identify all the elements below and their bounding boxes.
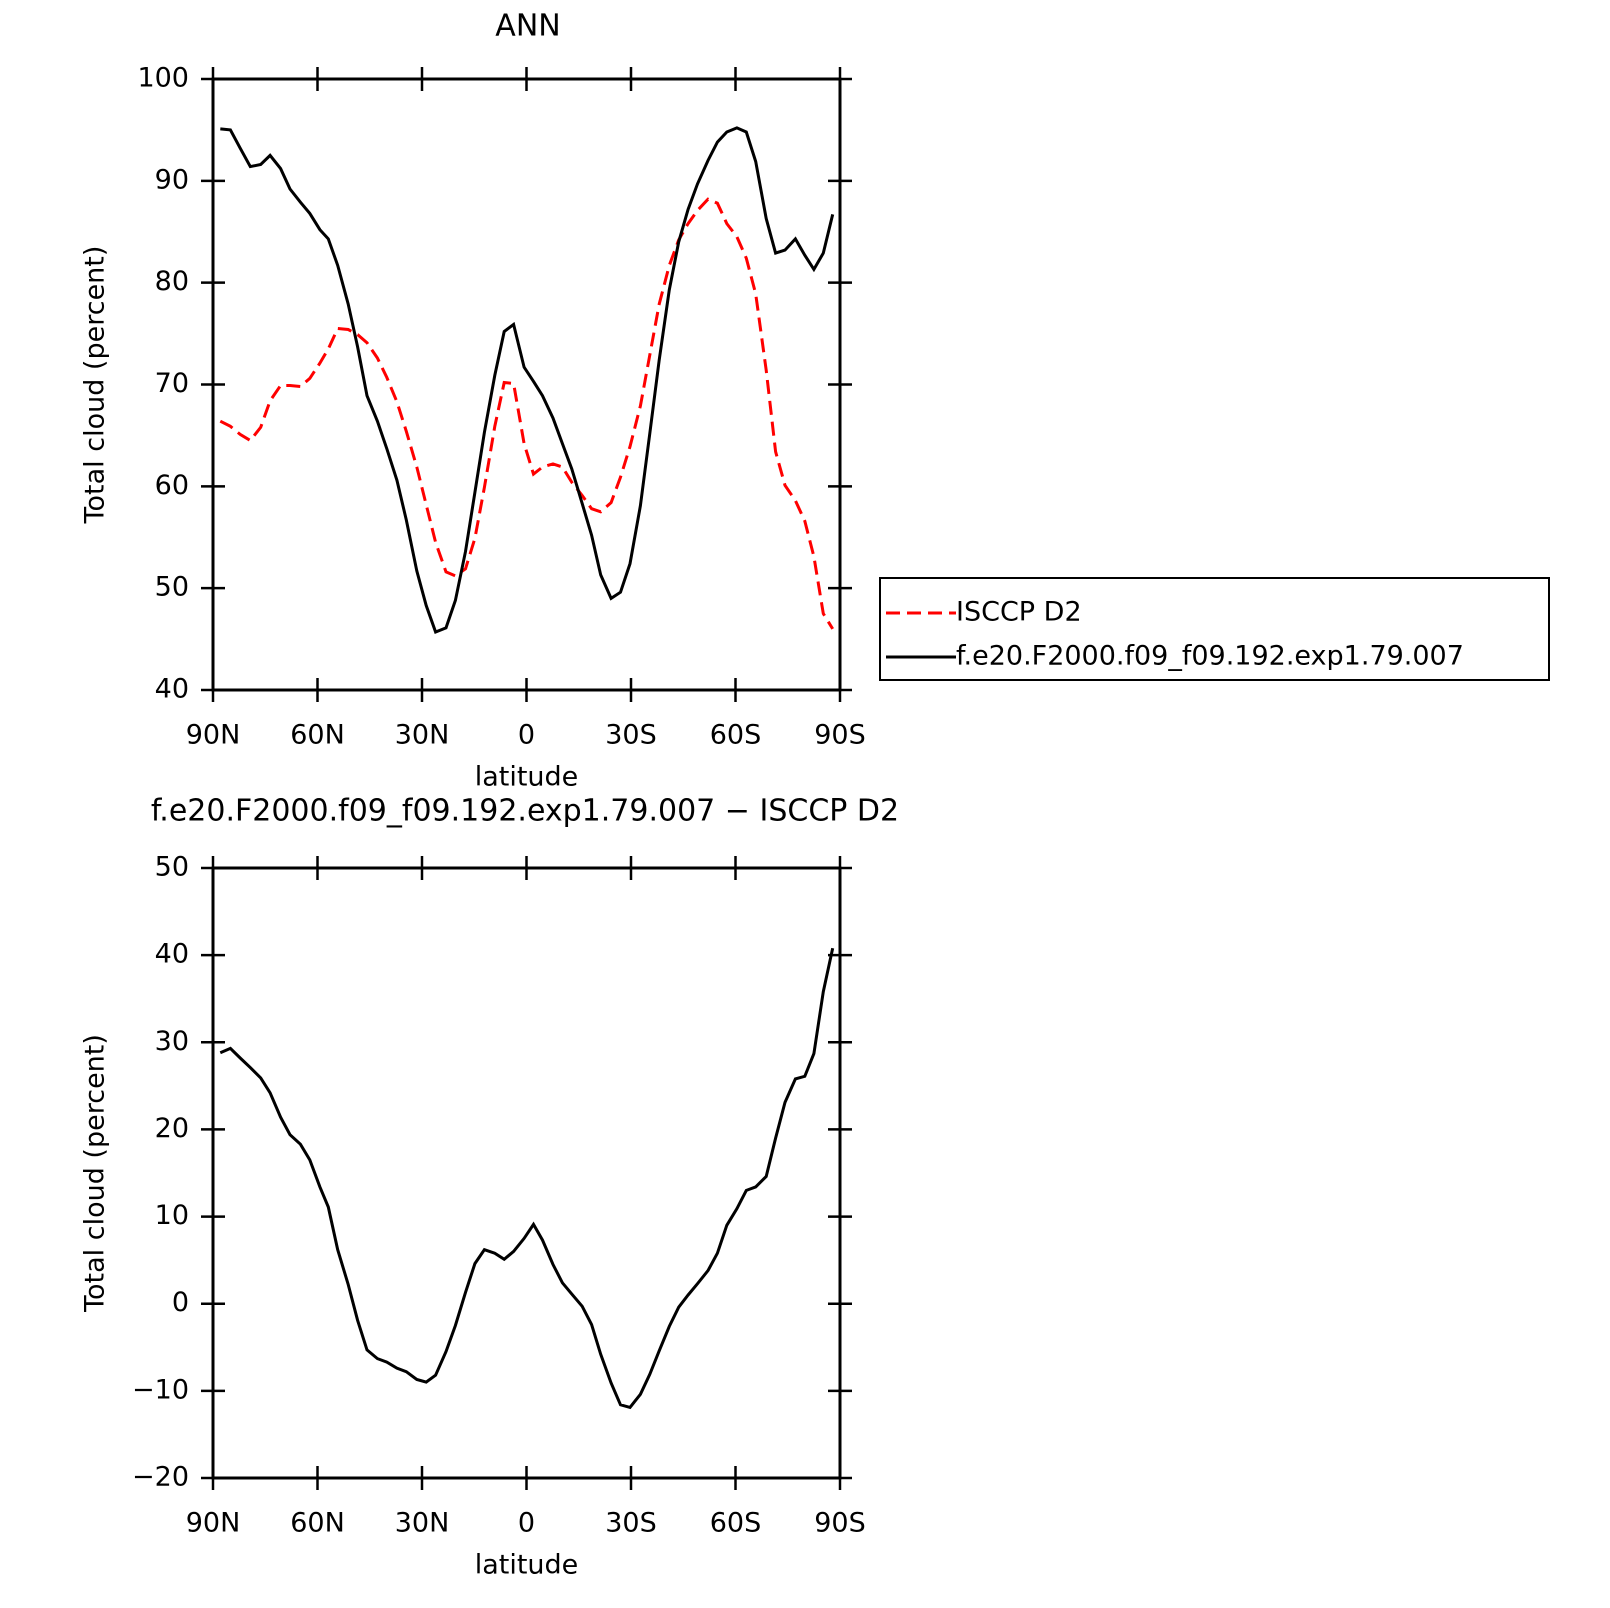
y-tick-label: 70 [155, 368, 189, 399]
x-tick-label: 60S [710, 1508, 762, 1539]
x-tick-label: 90N [186, 1508, 241, 1539]
x-tick-label: 30N [395, 1508, 450, 1539]
chart-title: ANN [495, 9, 560, 44]
plot-frame [211, 866, 842, 1480]
data-line [220, 126, 835, 634]
x-tick-label: 90S [814, 720, 866, 751]
data-line [219, 197, 834, 630]
y-tick-label: 40 [155, 674, 189, 705]
x-tick-label: 60N [290, 720, 345, 751]
legend-label: ISCCP D2 [956, 597, 1082, 628]
y-tick-label: 20 [155, 1113, 189, 1144]
y-tick-label: 50 [155, 572, 189, 603]
x-tick-label: 0 [518, 720, 535, 751]
x-tick-label: 60S [710, 720, 762, 751]
y-axis-label: Total cloud (percent) [80, 1034, 111, 1313]
y-tick-label: 10 [155, 1200, 189, 1231]
y-tick-label: 90 [155, 164, 189, 195]
y-tick-label: 50 [155, 852, 189, 883]
y-tick-label: 60 [155, 470, 189, 501]
y-tick-label: 30 [155, 1026, 189, 1057]
y-tick-label: 80 [155, 266, 189, 297]
x-tick-label: 30S [605, 1508, 657, 1539]
y-tick-label: −10 [132, 1374, 189, 1405]
x-tick-label: 30S [605, 720, 657, 751]
y-tick-label: −20 [132, 1462, 189, 1493]
x-tick-label: 90N [186, 720, 241, 751]
y-tick-label: 100 [137, 63, 189, 94]
x-tick-label: 90S [814, 1508, 866, 1539]
legend-label: f.e20.F2000.f09_f09.192.exp1.79.007 [956, 641, 1464, 672]
chart-title: f.e20.F2000.f09_f09.192.exp1.79.007 − IS… [151, 794, 899, 829]
x-tick-label: 30N [395, 720, 450, 751]
y-axis-label: Total cloud (percent) [80, 246, 111, 525]
x-axis-label: latitude [475, 1550, 579, 1581]
y-tick-label: 0 [172, 1287, 189, 1318]
x-axis-label: latitude [475, 762, 579, 793]
y-tick-label: 40 [155, 939, 189, 970]
plot-frame [211, 77, 842, 692]
data-line [219, 947, 835, 1410]
legend-box [879, 577, 1550, 681]
x-tick-label: 0 [518, 1508, 535, 1539]
x-tick-label: 60N [290, 1508, 345, 1539]
